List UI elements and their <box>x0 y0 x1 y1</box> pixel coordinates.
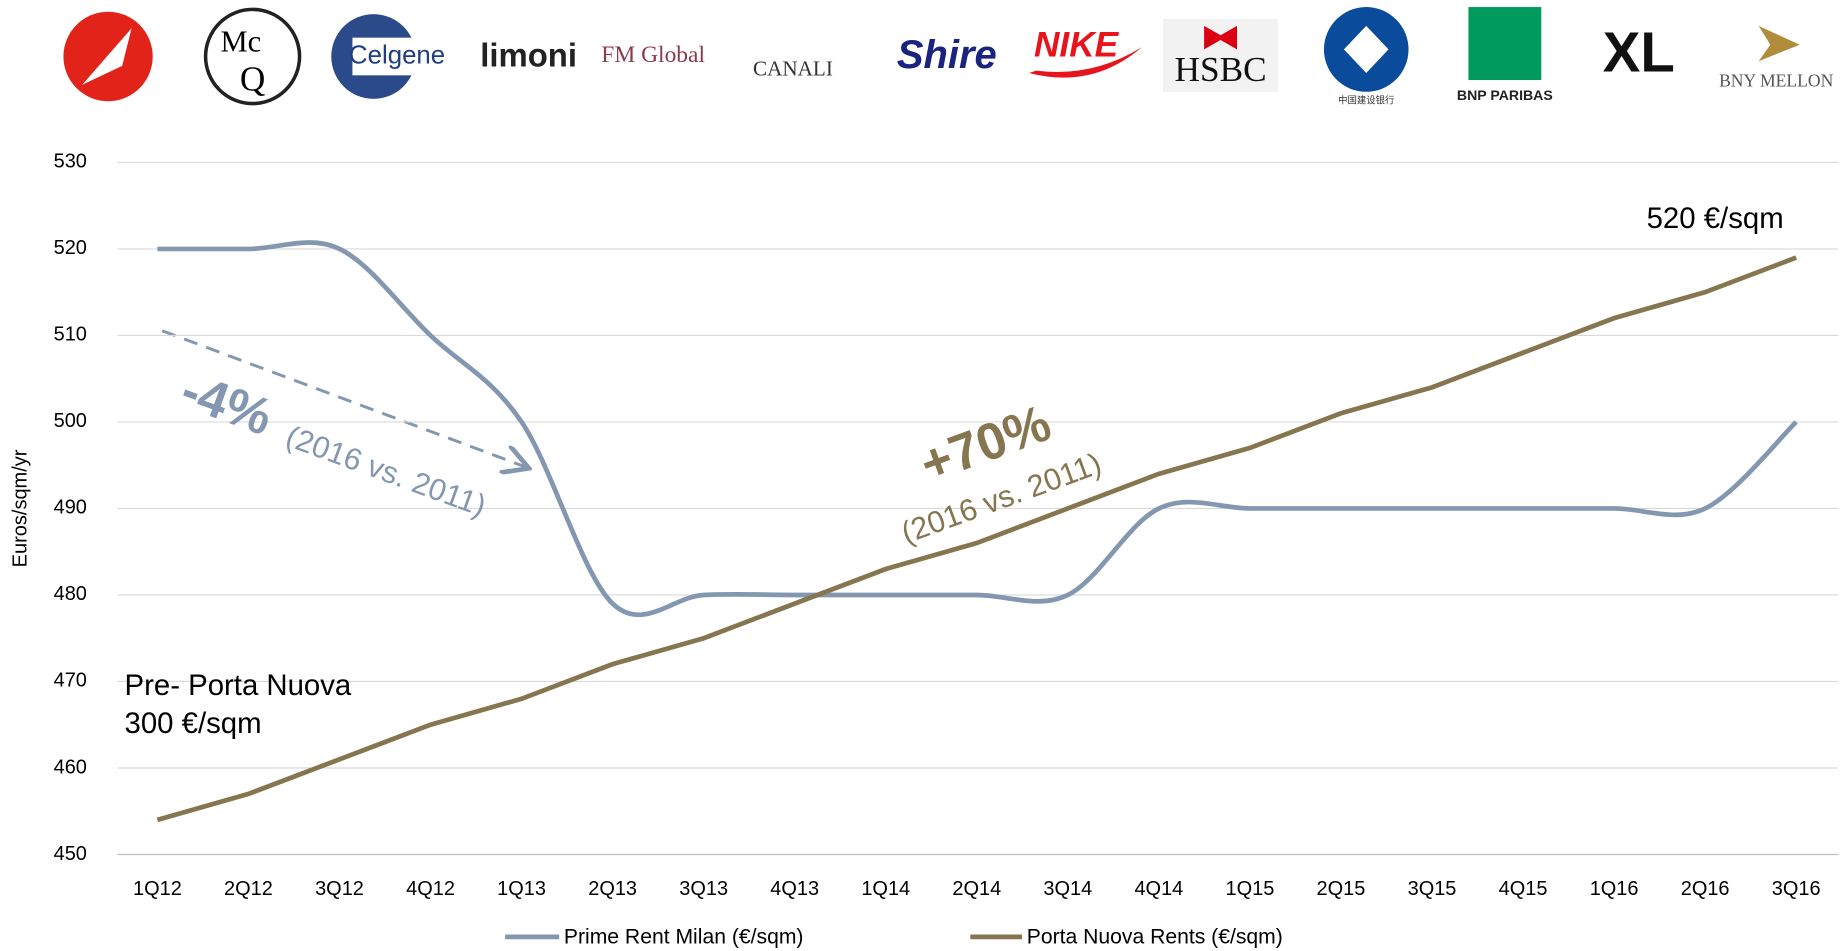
y-tick-label: 530 <box>54 151 87 173</box>
x-tick-label: 3Q13 <box>679 878 728 900</box>
series-line <box>156 255 1798 823</box>
y-tick-label: 490 <box>54 497 87 519</box>
x-tick-label: 3Q16 <box>1772 878 1821 900</box>
legend-label: Prime Rent Milan (€/sqm) <box>564 926 804 949</box>
x-tick-label: 2Q15 <box>1317 878 1366 900</box>
logo-text: XL <box>1603 20 1675 83</box>
y-tick-label: 500 <box>54 410 87 432</box>
series-line <box>157 240 1798 618</box>
y-tick-label: 470 <box>54 670 87 692</box>
x-tick-label: 2Q16 <box>1681 878 1730 900</box>
x-tick-label: 1Q12 <box>133 878 182 900</box>
y-tick-label: 480 <box>54 583 87 605</box>
logo-text: FM Global <box>601 42 705 68</box>
annotation: -4% <box>174 360 280 446</box>
annotation: Pre- Porta Nuova <box>125 669 352 702</box>
logo-text: HSBC <box>1175 50 1267 89</box>
logo-text: BNY MELLON <box>1719 70 1834 90</box>
logo-celgene-band <box>352 37 447 76</box>
y-axis-label: Euros/sqm/yr <box>9 449 31 567</box>
x-tick-label: 4Q15 <box>1499 878 1548 900</box>
x-tick-label: 1Q14 <box>861 878 910 900</box>
x-tick-label: 1Q13 <box>497 878 546 900</box>
x-tick-label: 4Q13 <box>770 878 819 900</box>
legend-label: Porta Nuova Rents (€/sqm) <box>1027 926 1283 949</box>
annotation: (2016 vs. 2011) <box>282 419 491 523</box>
logo-text: CANALI <box>753 56 833 80</box>
x-tick-label: 2Q12 <box>224 878 273 900</box>
logo-text: NIKE <box>1034 25 1120 64</box>
logo-nike-swoosh <box>1029 47 1142 78</box>
annotation: 520 €/sqm <box>1647 202 1784 235</box>
x-tick-label: 3Q14 <box>1043 878 1092 900</box>
logo-hsbc-mark <box>1204 25 1238 50</box>
logo-text: Mc <box>220 25 261 59</box>
logo-text: Q <box>240 59 265 98</box>
logo-text: limoni <box>480 36 577 73</box>
logo-bnp <box>1468 7 1542 81</box>
y-tick-label: 510 <box>54 324 87 346</box>
y-tick-label: 460 <box>54 756 87 778</box>
x-tick-label: 1Q16 <box>1590 878 1639 900</box>
annotation: 300 €/sqm <box>125 707 262 740</box>
logo-bny-mark <box>1758 25 1800 62</box>
trend-arrow <box>161 329 526 468</box>
x-tick-label: 2Q13 <box>588 878 637 900</box>
logo-text: 中国建设银行 <box>1338 95 1394 106</box>
logo-text: Shire <box>897 33 997 77</box>
logo-text: Celgene <box>349 41 445 69</box>
x-tick-label: 3Q12 <box>315 878 364 900</box>
logo-text: BNP PARIBAS <box>1457 87 1553 103</box>
x-tick-label: 2Q14 <box>952 878 1001 900</box>
logo-ccb-mark <box>1343 25 1389 73</box>
y-tick-label: 450 <box>54 843 87 865</box>
x-tick-label: 4Q12 <box>406 878 455 900</box>
y-tick-label: 520 <box>54 237 87 259</box>
logo-mcq <box>203 7 302 106</box>
logo-hsbc <box>1162 18 1279 92</box>
x-tick-label: 1Q15 <box>1226 878 1275 900</box>
logos: Mc Q Celgene limoni FM Global CANALI Shi… <box>63 7 1834 106</box>
x-tick-label: 3Q15 <box>1408 878 1457 900</box>
x-tick-label: 4Q14 <box>1134 878 1183 900</box>
